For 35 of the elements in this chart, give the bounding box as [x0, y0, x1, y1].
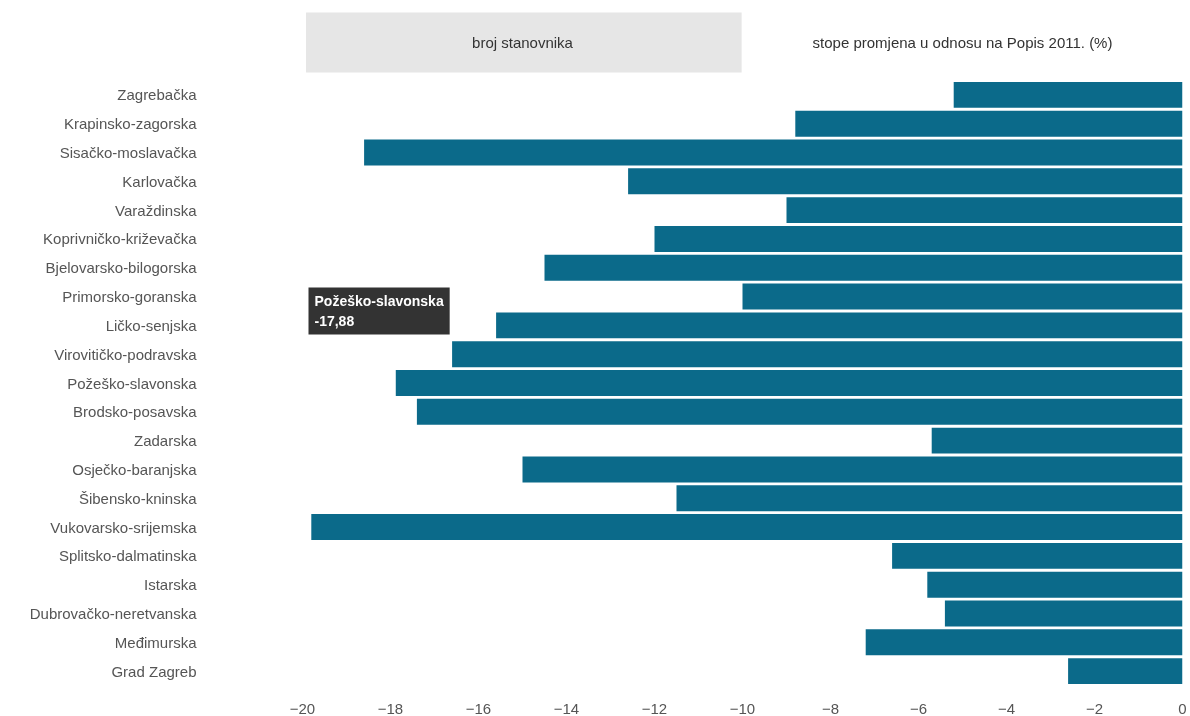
- x-tick-label: −6: [909, 699, 928, 716]
- y-tick-label: Zagrebačka: [117, 86, 198, 104]
- y-tick-label: Požeško-slavonska: [67, 374, 198, 392]
- y-tick-label: Grad Zagreb: [111, 662, 197, 680]
- y-tick-label: Dubrovačko-neretvanska: [29, 604, 198, 622]
- y-tick-label: Zadarska: [133, 432, 198, 450]
- y-tick-label: Sisačko-moslavačka: [59, 144, 198, 162]
- x-tick-label: 0: [1178, 699, 1187, 716]
- y-tick-label: Osječko-baranjska: [72, 460, 198, 478]
- x-tick-label: −10: [729, 699, 756, 716]
- y-tick-label: Krapinsko-zagorska: [63, 115, 198, 133]
- x-tick-label: −18: [377, 699, 404, 716]
- x-tick-label: −14: [553, 699, 580, 716]
- y-tick-label: Vukovarsko-srijemska: [50, 518, 198, 536]
- y-tick-label: Primorsko-goranska: [62, 288, 198, 306]
- annotation: Požeško-slavonska -17,88: [314, 293, 444, 329]
- y-tick-label: Virovitičko-podravska: [54, 345, 198, 363]
- y-tick-label: Splitsko-dalmatinska: [58, 547, 198, 565]
- x-tick-label: −8: [821, 699, 840, 716]
- x-tick-label: −2: [1085, 699, 1104, 716]
- x-tick-label: −16: [465, 699, 492, 716]
- text: stope promjena u odnosu na Popis 2011. (%): [812, 34, 1113, 52]
- x-tick-label: −12: [641, 699, 668, 716]
- y-tick-label: Bjelovarsko-bilogorska: [45, 259, 198, 277]
- text: broj stanovnika: [472, 34, 574, 52]
- y-tick-label: Koprivničko-križevačka: [43, 230, 198, 248]
- x-tick-label: −20: [289, 699, 316, 716]
- x-tick-label: −4: [997, 699, 1016, 716]
- y-tick-label: Brodsko-posavska: [73, 403, 198, 421]
- y-tick-label: Varaždinska: [115, 201, 198, 219]
- y-tick-label: Ličko-senjska: [105, 316, 198, 334]
- y-tick-label: Šibensko-kninska: [78, 489, 198, 507]
- y-tick-label: Karlovačka: [122, 172, 198, 190]
- y-tick-label: Međimurska: [114, 633, 198, 651]
- y-tick-label: Istarska: [143, 576, 198, 594]
